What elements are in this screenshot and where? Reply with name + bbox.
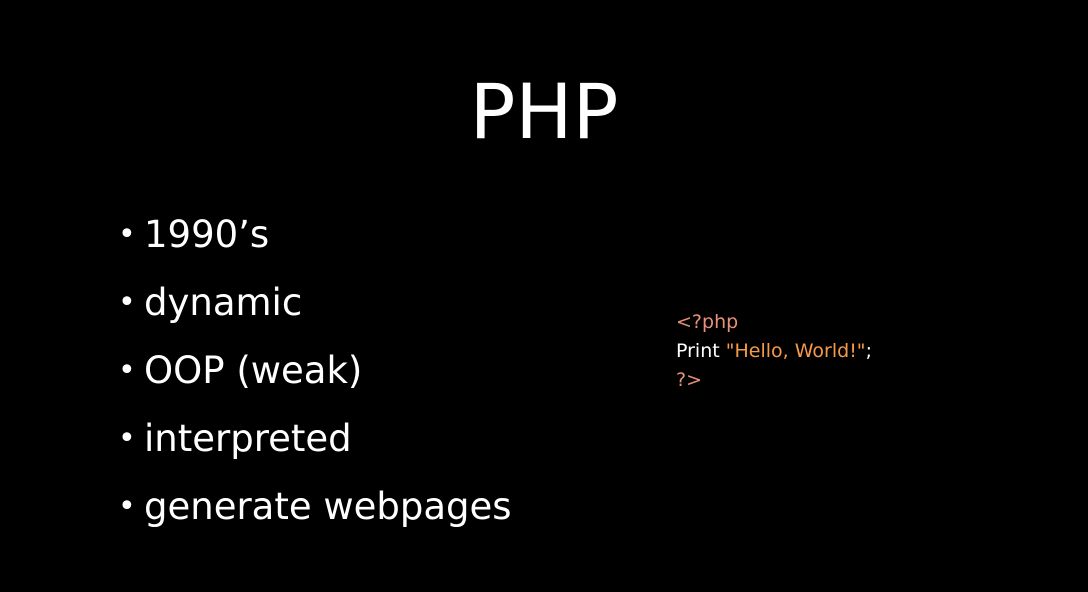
bullet-item: • dynamic — [118, 268, 512, 336]
bullet-item: • OOP (weak) — [118, 336, 512, 404]
code-statement: Print "Hello, World!"; — [676, 337, 872, 366]
bullet-marker: • — [118, 352, 136, 388]
code-close-tag: ?> — [676, 369, 703, 391]
bullet-marker: • — [118, 216, 136, 252]
bullet-text: interpreted — [144, 416, 352, 460]
slide-title: PHP — [469, 67, 619, 156]
bullet-text: OOP (weak) — [144, 348, 363, 392]
code-keyword: Print — [676, 340, 720, 362]
bullet-marker: • — [118, 284, 136, 320]
bullet-list: • 1990’s • dynamic • OOP (weak) • interp… — [118, 200, 512, 540]
code-open-tag: <?php — [676, 311, 739, 333]
bullet-marker: • — [118, 488, 136, 524]
code-snippet: <?php Print "Hello, World!"; ?> — [676, 308, 872, 395]
bullet-item: • 1990’s — [118, 200, 512, 268]
bullet-text: generate webpages — [144, 484, 512, 528]
bullet-marker: • — [118, 420, 136, 456]
bullet-text: dynamic — [144, 280, 303, 324]
bullet-item: • interpreted — [118, 404, 512, 472]
bullet-item: • generate webpages — [118, 472, 512, 540]
bullet-text: 1990’s — [144, 212, 270, 256]
code-string: "Hello, World!" — [725, 340, 866, 362]
code-terminator: ; — [865, 340, 872, 362]
